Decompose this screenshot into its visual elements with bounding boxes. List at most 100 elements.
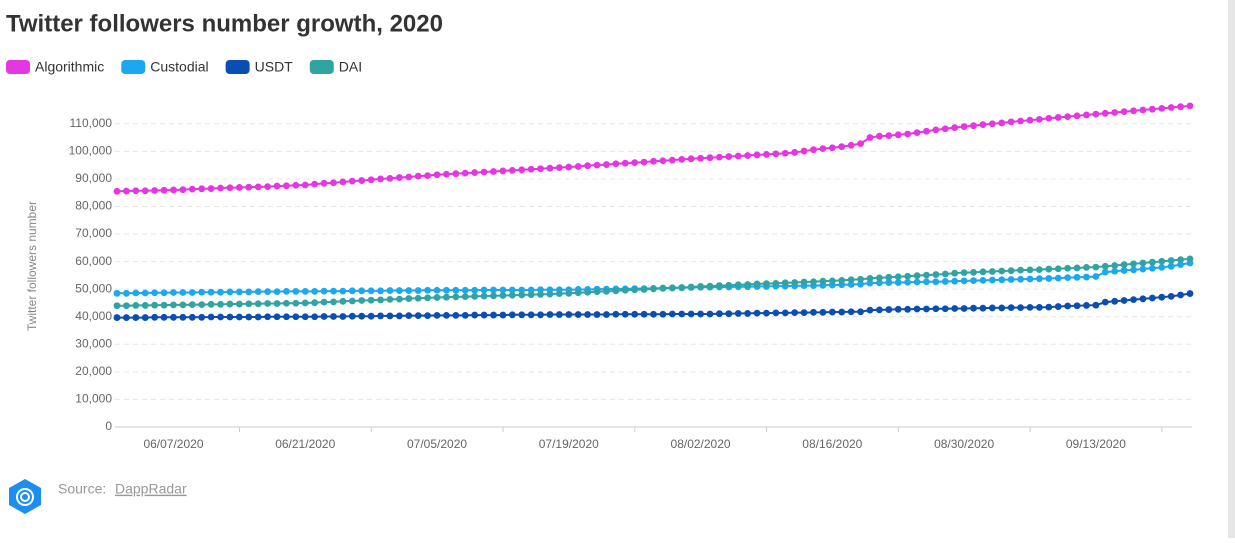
data-point bbox=[941, 125, 949, 133]
data-point bbox=[819, 277, 827, 285]
data-point bbox=[283, 299, 290, 307]
data-point bbox=[348, 297, 356, 305]
legend-label: DAI bbox=[339, 59, 362, 75]
data-point bbox=[791, 309, 799, 317]
data-point bbox=[217, 300, 224, 308]
data-point bbox=[339, 313, 347, 320]
data-point bbox=[1177, 256, 1184, 264]
data-point bbox=[207, 288, 215, 296]
data-point bbox=[687, 310, 695, 318]
data-point bbox=[1158, 104, 1166, 112]
data-point bbox=[1120, 267, 1128, 274]
x-tick-label: 07/05/2020 bbox=[407, 437, 467, 451]
data-point bbox=[715, 153, 723, 161]
data-point bbox=[1017, 304, 1024, 312]
data-point bbox=[1111, 297, 1119, 305]
data-point bbox=[518, 311, 526, 319]
data-point bbox=[800, 278, 808, 286]
data-point bbox=[433, 171, 441, 179]
data-point bbox=[414, 312, 422, 320]
data-point bbox=[226, 313, 234, 321]
data-point bbox=[188, 185, 196, 193]
data-point bbox=[998, 119, 1006, 127]
data-point bbox=[1139, 259, 1147, 267]
data-point bbox=[480, 286, 488, 294]
data-point bbox=[377, 296, 384, 304]
data-point bbox=[499, 286, 507, 294]
data-point bbox=[687, 155, 695, 163]
data-point bbox=[763, 150, 770, 158]
data-point bbox=[330, 298, 337, 306]
data-point bbox=[151, 301, 159, 309]
data-point bbox=[621, 286, 629, 294]
data-point bbox=[923, 271, 930, 279]
data-point bbox=[311, 180, 319, 188]
chart-title: Twitter followers number growth, 2020 bbox=[6, 10, 443, 37]
data-point bbox=[320, 287, 328, 295]
data-point bbox=[650, 310, 657, 318]
data-point bbox=[885, 279, 893, 286]
data-point bbox=[339, 178, 347, 186]
data-point bbox=[828, 308, 836, 316]
data-point bbox=[640, 286, 648, 293]
data-point bbox=[593, 288, 601, 296]
data-point bbox=[847, 141, 855, 149]
data-point bbox=[358, 297, 366, 304]
data-point bbox=[1148, 294, 1156, 302]
data-point bbox=[923, 278, 930, 286]
data-point bbox=[1083, 273, 1090, 281]
data-point bbox=[875, 306, 883, 314]
data-point bbox=[1158, 263, 1166, 271]
data-point bbox=[1130, 266, 1137, 274]
data-point bbox=[160, 289, 168, 297]
data-point bbox=[1120, 297, 1128, 304]
data-point bbox=[913, 129, 921, 137]
data-point bbox=[838, 276, 846, 284]
data-point bbox=[367, 176, 375, 184]
data-point bbox=[461, 311, 469, 319]
data-point bbox=[772, 150, 780, 158]
x-tick-label: 07/19/2020 bbox=[539, 437, 599, 451]
data-point bbox=[245, 288, 253, 296]
data-point bbox=[1007, 304, 1015, 312]
data-point bbox=[706, 282, 714, 290]
data-point bbox=[1167, 257, 1175, 264]
data-point bbox=[1092, 301, 1100, 309]
source-link[interactable]: DappRadar bbox=[115, 481, 187, 497]
data-point bbox=[132, 302, 140, 309]
data-point bbox=[1101, 262, 1109, 270]
data-point bbox=[678, 310, 686, 318]
data-point bbox=[923, 305, 930, 313]
data-point bbox=[932, 271, 940, 278]
data-point bbox=[744, 310, 752, 317]
data-point bbox=[960, 123, 968, 130]
data-point bbox=[405, 295, 413, 302]
data-point bbox=[170, 289, 177, 296]
data-point bbox=[141, 289, 149, 297]
data-point bbox=[584, 288, 592, 296]
data-point bbox=[141, 187, 149, 195]
data-point bbox=[452, 293, 460, 301]
data-point bbox=[546, 311, 554, 318]
data-point bbox=[631, 159, 639, 167]
data-point bbox=[395, 287, 403, 294]
data-point bbox=[932, 126, 940, 134]
data-point bbox=[565, 289, 573, 297]
y-tick-label: 80,000 bbox=[75, 199, 112, 213]
data-point bbox=[527, 286, 535, 294]
data-point bbox=[894, 279, 902, 286]
data-point bbox=[857, 140, 864, 148]
x-tick-label: 08/30/2020 bbox=[934, 437, 994, 451]
data-point bbox=[433, 311, 441, 319]
data-point bbox=[838, 308, 846, 316]
data-point bbox=[471, 311, 479, 319]
data-point bbox=[490, 286, 497, 294]
data-point bbox=[386, 295, 394, 303]
data-point bbox=[1007, 118, 1015, 126]
data-point bbox=[358, 177, 366, 184]
data-point bbox=[1007, 276, 1015, 283]
y-tick-label: 70,000 bbox=[75, 226, 112, 240]
data-point bbox=[913, 305, 921, 313]
data-point bbox=[894, 305, 902, 313]
data-point bbox=[819, 308, 827, 316]
